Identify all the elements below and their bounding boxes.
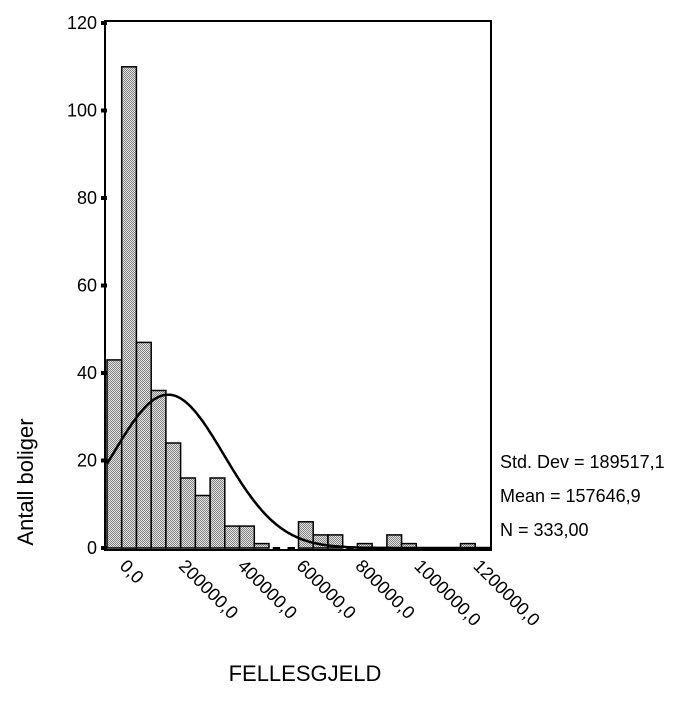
histogram-bar: [120, 66, 138, 549]
y-tick-label: 60: [77, 276, 97, 296]
x-axis-label: FELLESGJELD: [229, 661, 382, 686]
x-tick-label: 0,0: [116, 556, 148, 588]
y-tick-label: 100: [67, 101, 97, 121]
mean-stat: Mean = 157646,9: [500, 486, 641, 506]
y-tick: [101, 108, 107, 113]
x-tick-label: 600000,0: [293, 556, 360, 623]
y-axis-label: Antall boliger: [13, 418, 38, 545]
histogram-bar: [209, 477, 226, 549]
x-tick-label: 400000,0: [234, 556, 301, 623]
x-tick-label: 200000,0: [175, 556, 242, 623]
histogram-bar: [238, 525, 256, 549]
y-tick: [101, 21, 107, 25]
y-tick-label: 0: [87, 538, 97, 558]
x-axis: 0,0 200000,0400000,0600000,0800000,010000…: [116, 556, 544, 630]
y-tick-label: 80: [77, 188, 97, 208]
y-tick-label: 20: [77, 451, 97, 471]
bars-group: [106, 66, 476, 549]
histogram-bar: [194, 494, 211, 549]
histogram-bar: [135, 341, 152, 549]
normal-curve: [105, 393, 490, 550]
histogram-bar: [287, 547, 295, 549]
histogram-bar: [272, 547, 281, 549]
y-tick-label: 120: [67, 13, 97, 33]
histogram-bar: [179, 477, 197, 549]
y-tick: [101, 546, 107, 550]
histogram-bar: [165, 442, 182, 549]
y-tick: [101, 196, 107, 200]
std-dev-stat: Std. Dev = 189517,1: [500, 452, 665, 472]
y-tick-label: 40: [77, 363, 97, 383]
n-stat: N = 333,00: [500, 520, 589, 540]
y-axis: 0 20 40 60 80 100 120: [67, 13, 107, 558]
histogram-bar: [297, 521, 314, 549]
histogram-bar: [253, 542, 270, 549]
histogram-bar: [150, 389, 167, 549]
y-tick: [101, 458, 107, 463]
histogram-bar: [224, 525, 241, 549]
y-tick: [101, 371, 107, 375]
y-tick: [101, 283, 107, 288]
histogram-bar: [386, 534, 403, 549]
x-tick-label: 800000,0: [352, 556, 419, 623]
